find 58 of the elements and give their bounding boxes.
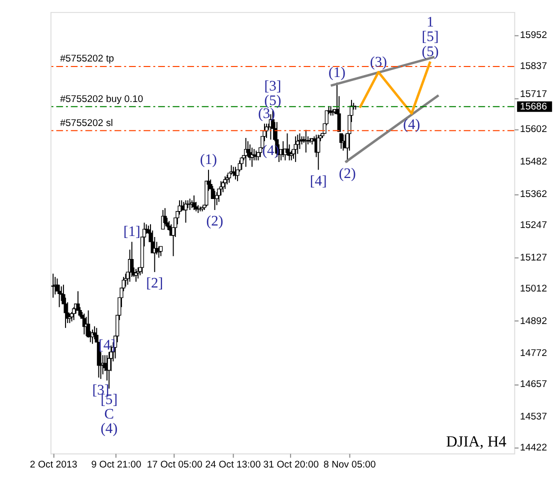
candlestick (225, 174, 229, 185)
candlestick (294, 136, 298, 162)
candlestick (64, 297, 68, 328)
y-tick-label: 15012 (520, 283, 547, 294)
candlestick (124, 273, 128, 288)
y-tick-label: 15482 (520, 156, 547, 168)
y-tick-label: 15686 (520, 102, 547, 113)
annotation: (4) (403, 116, 420, 133)
annotation: (2) (338, 166, 356, 182)
candlestick (159, 246, 163, 257)
y-tick-label: 15362 (520, 188, 547, 200)
annotation: (1) (328, 64, 346, 81)
annotation: C (104, 406, 114, 423)
y-tick-label: 14537 (520, 412, 547, 423)
x-tick-label: 9 Oct 21:00 (91, 459, 142, 470)
y-tick-label: 14892 (520, 316, 547, 327)
annotation: [4] (310, 173, 327, 190)
candlestick (178, 200, 182, 216)
y-tick-label: 15837 (520, 60, 547, 72)
candlestick (215, 192, 219, 206)
ref-line-label: #5755202 sl (60, 118, 113, 129)
annotation: [5] (422, 29, 439, 46)
y-tick-label: 15717 (520, 88, 547, 100)
annotation: DJIA, H4 (446, 434, 507, 451)
candlestick (86, 310, 90, 338)
y-tick-label: 15247 (520, 220, 547, 232)
ref-line-label: #5755202 buy 0.10 (60, 94, 144, 105)
annotation: (1) (200, 152, 218, 168)
annotation: [2] (146, 276, 164, 292)
x-tick-label: 24 Oct 13:00 (205, 459, 262, 470)
x-tick-label: 8 Nov 05:00 (324, 459, 376, 470)
y-tick-label: 15602 (520, 124, 547, 136)
x-tick-label: 17 Oct 05:00 (146, 459, 203, 470)
annotation: (5) (422, 44, 439, 60)
candlestick (240, 156, 244, 170)
annotation: 1 (426, 14, 434, 31)
ref-line-label: #5755202 tp (60, 54, 114, 65)
y-tick-label: 15127 (520, 252, 547, 264)
x-tick-label: 2 Oct 2013 (30, 459, 78, 470)
annotation: (5) (264, 92, 282, 109)
x-tick-label: 31 Oct 20:00 (263, 459, 320, 470)
candlestick (134, 268, 138, 282)
annotation: (2) (206, 214, 224, 230)
annotation: [1] (123, 224, 140, 240)
y-tick-label: 14657 (520, 379, 547, 390)
annotation: (4) (100, 421, 118, 438)
candlestick (223, 176, 227, 190)
candlestick (156, 246, 161, 258)
candlestick (219, 180, 223, 196)
annotation: [3] (264, 78, 282, 94)
candlestick (58, 284, 62, 308)
y-tick-label: 14772 (520, 348, 547, 360)
annotation: (3) (370, 54, 388, 70)
candlestick (72, 306, 76, 321)
candlestick (92, 326, 96, 340)
candlestick (238, 160, 242, 172)
y-tick-label: 14422 (520, 442, 547, 454)
y-tick-label: 15952 (520, 30, 547, 41)
